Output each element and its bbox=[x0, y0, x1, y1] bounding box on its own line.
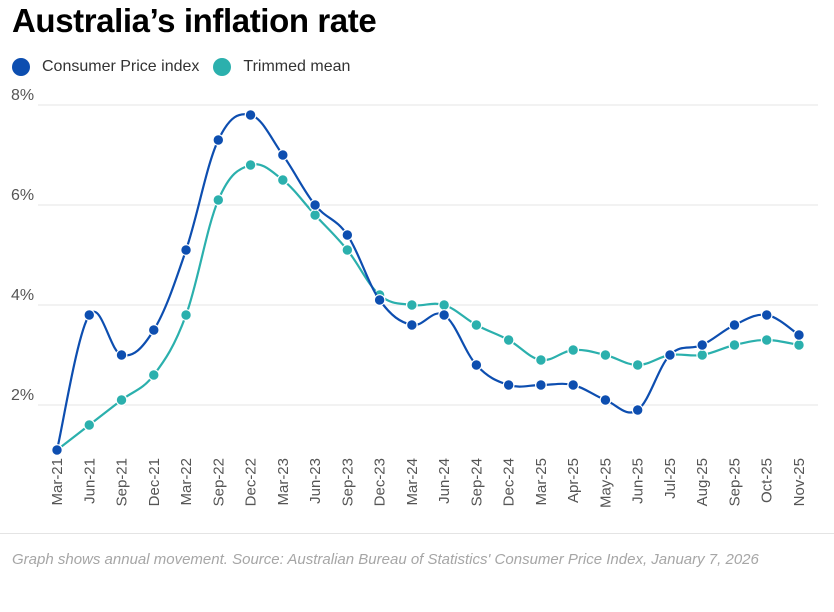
data-point-consumer-price-index bbox=[664, 349, 676, 361]
data-point-trimmed-mean bbox=[309, 209, 321, 221]
legend-swatch-trimmed-mean bbox=[213, 58, 232, 76]
y-tick-label: 6% bbox=[11, 187, 34, 204]
x-tick-label: Aug-25 bbox=[694, 458, 711, 506]
x-tick-label: Sep-23 bbox=[339, 458, 356, 506]
data-point-trimmed-mean bbox=[83, 419, 96, 431]
x-tick-label: Jun-25 bbox=[630, 458, 647, 504]
x-tick-label: Mar-22 bbox=[178, 458, 195, 506]
x-tick-label: Mar-23 bbox=[275, 458, 292, 506]
data-point-consumer-price-index bbox=[309, 199, 321, 211]
legend-label-cpi: Consumer Price index bbox=[42, 58, 200, 75]
data-point-consumer-price-index bbox=[276, 149, 289, 161]
x-tick-label: Dec-24 bbox=[501, 458, 518, 506]
x-tick-label: Sep-21 bbox=[114, 458, 131, 506]
data-point-consumer-price-index bbox=[244, 109, 257, 121]
data-point-consumer-price-index bbox=[180, 244, 192, 256]
data-point-consumer-price-index bbox=[341, 229, 354, 241]
data-point-trimmed-mean bbox=[502, 334, 515, 346]
series-layer bbox=[51, 109, 805, 456]
legend-item-trimmed-mean: Trimmed mean bbox=[213, 58, 350, 76]
data-point-consumer-price-index bbox=[405, 319, 418, 331]
series-line-consumer-price-index bbox=[55, 113, 801, 452]
x-tick-label: Dec-21 bbox=[146, 458, 163, 506]
x-tick-label: Jun-23 bbox=[307, 458, 324, 504]
data-point-consumer-price-index bbox=[212, 134, 225, 146]
footer-divider bbox=[0, 533, 834, 534]
data-point-trimmed-mean bbox=[535, 354, 547, 366]
legend-item-cpi: Consumer Price index bbox=[12, 58, 199, 76]
x-tick-label: Dec-22 bbox=[243, 458, 260, 506]
data-point-consumer-price-index bbox=[115, 349, 128, 361]
data-point-consumer-price-index bbox=[696, 339, 709, 351]
data-point-trimmed-mean bbox=[760, 334, 773, 346]
x-tick-label: Jun-21 bbox=[81, 458, 98, 504]
data-point-trimmed-mean bbox=[567, 344, 580, 356]
data-point-trimmed-mean bbox=[276, 174, 289, 186]
chart-title: Australia’s inflation rate bbox=[12, 2, 377, 39]
data-point-trimmed-mean bbox=[244, 159, 257, 171]
data-point-trimmed-mean bbox=[599, 349, 612, 361]
x-tick-label: Mar-25 bbox=[533, 458, 550, 506]
x-tick-label: Dec-23 bbox=[372, 458, 389, 506]
data-point-consumer-price-index bbox=[760, 309, 773, 321]
data-point-consumer-price-index bbox=[83, 309, 96, 321]
y-tick-label: 8% bbox=[11, 87, 34, 104]
x-tick-label: Nov-25 bbox=[791, 458, 808, 506]
x-axis-labels: Mar-21 Jun-21 Sep-21 Dec-21 Mar-22 Sep-22 Dec-… bbox=[49, 458, 808, 508]
data-point-consumer-price-index bbox=[438, 309, 451, 321]
x-tick-label: Apr-25 bbox=[565, 458, 582, 503]
x-tick-label: Sep-25 bbox=[726, 458, 743, 506]
data-point-consumer-price-index bbox=[728, 319, 741, 331]
data-point-trimmed-mean bbox=[696, 349, 709, 361]
chart-legend: Consumer Price index Trimmed mean bbox=[12, 58, 364, 76]
x-tick-label: Mar-21 bbox=[49, 458, 66, 506]
data-point-consumer-price-index bbox=[793, 329, 805, 341]
data-point-trimmed-mean bbox=[147, 369, 160, 381]
data-point-consumer-price-index bbox=[599, 394, 612, 406]
legend-swatch-cpi bbox=[12, 58, 30, 76]
data-point-trimmed-mean bbox=[728, 339, 741, 351]
y-tick-label: 4% bbox=[11, 287, 34, 304]
data-point-trimmed-mean bbox=[341, 244, 354, 256]
data-point-trimmed-mean bbox=[438, 299, 451, 311]
data-point-trimmed-mean bbox=[115, 394, 128, 406]
x-tick-label: Sep-24 bbox=[468, 458, 485, 506]
source-footnote: Graph shows annual movement. Source: Aus… bbox=[12, 551, 759, 568]
data-point-consumer-price-index bbox=[147, 324, 160, 336]
x-tick-label: Jun-24 bbox=[436, 458, 453, 504]
data-point-consumer-price-index bbox=[470, 359, 483, 371]
line-chart: 2% 4% 6% 8% Mar-21 Jun-21 Sep-21 Dec-21 Mar-22 S… bbox=[11, 87, 818, 508]
x-tick-label: May-25 bbox=[597, 458, 614, 508]
data-point-trimmed-mean bbox=[180, 309, 192, 321]
data-point-consumer-price-index bbox=[502, 379, 515, 391]
data-point-consumer-price-index bbox=[373, 294, 386, 306]
data-point-consumer-price-index bbox=[51, 444, 63, 456]
legend-label-trimmed-mean: Trimmed mean bbox=[243, 58, 351, 75]
series-line-trimmed-mean bbox=[55, 163, 801, 452]
x-tick-label: Sep-22 bbox=[210, 458, 227, 506]
x-tick-label: Mar-24 bbox=[404, 458, 421, 506]
data-point-consumer-price-index bbox=[631, 404, 644, 416]
data-point-trimmed-mean bbox=[470, 319, 483, 331]
data-point-consumer-price-index bbox=[567, 379, 580, 391]
data-point-consumer-price-index bbox=[535, 379, 547, 391]
y-axis-labels: 2% 4% 6% 8% bbox=[11, 87, 34, 404]
data-point-trimmed-mean bbox=[631, 359, 644, 371]
data-point-trimmed-mean bbox=[212, 194, 225, 206]
data-point-trimmed-mean bbox=[405, 299, 418, 311]
x-tick-label: Jul-25 bbox=[662, 458, 679, 499]
x-tick-label: Oct-25 bbox=[759, 458, 776, 503]
y-tick-label: 2% bbox=[11, 387, 34, 404]
data-point-trimmed-mean bbox=[793, 339, 805, 351]
